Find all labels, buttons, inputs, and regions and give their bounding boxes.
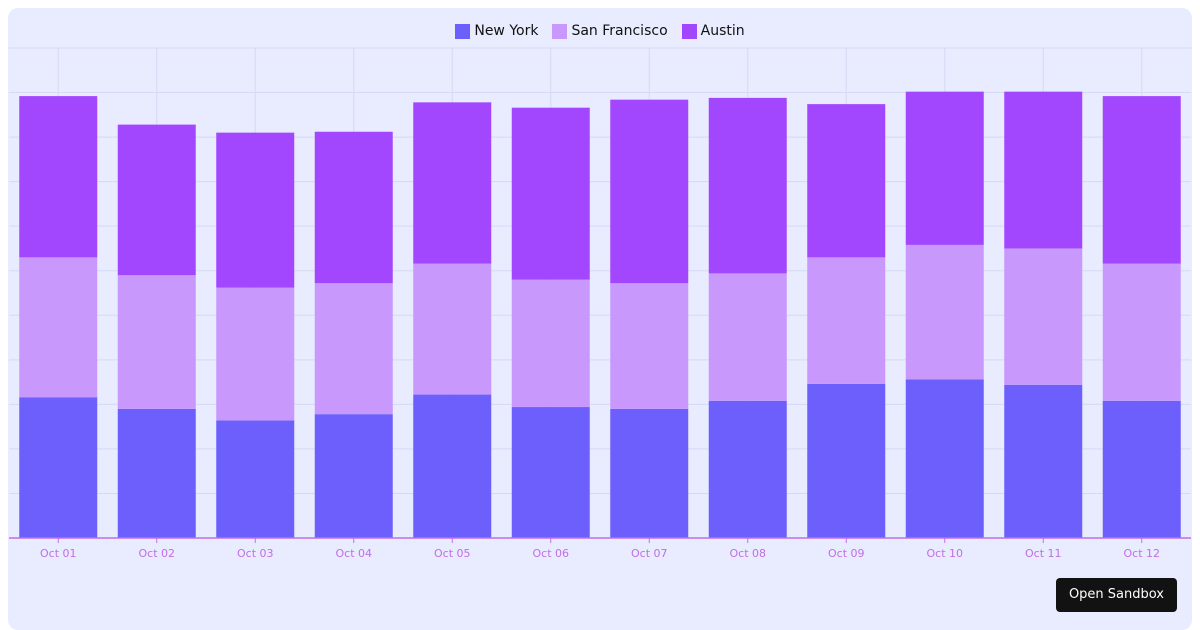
x-tick-label: Oct 04: [335, 547, 372, 560]
bar-austin-11: [1004, 91, 1083, 249]
bar-new-york-7: [610, 408, 689, 538]
open-sandbox-button[interactable]: Open Sandbox: [1055, 578, 1177, 612]
bar-new-york-6: [511, 407, 590, 538]
bar-austin-8: [708, 97, 787, 274]
bar-austin-3: [216, 132, 295, 288]
bar-san-francisco-1: [19, 257, 98, 398]
bar-austin-1: [19, 96, 98, 258]
legend-swatch-new-york: [455, 23, 471, 39]
legend-label: New York: [474, 23, 539, 39]
x-tick-label: Oct 11: [1025, 547, 1062, 560]
bar-austin-5: [413, 102, 492, 264]
bar-austin-7: [610, 99, 689, 284]
chart-panel: [8, 8, 1192, 630]
bar-san-francisco-9: [807, 257, 886, 384]
bar-san-francisco-8: [708, 273, 787, 401]
bar-san-francisco-5: [413, 263, 492, 395]
legend-label: Austin: [700, 23, 745, 39]
bar-san-francisco-2: [117, 275, 196, 409]
bar-austin-2: [117, 124, 196, 276]
x-tick-label: Oct 02: [138, 547, 175, 560]
bar-austin-9: [807, 104, 886, 258]
bar-san-francisco-10: [905, 244, 984, 380]
bar-new-york-8: [708, 400, 787, 538]
x-tick-label: Oct 10: [926, 547, 963, 560]
bar-austin-6: [511, 107, 590, 280]
bar-san-francisco-12: [1102, 263, 1181, 401]
legend-label: San Francisco: [571, 23, 668, 39]
x-tick-label: Oct 01: [40, 547, 77, 560]
bar-san-francisco-3: [216, 287, 295, 421]
x-tick-label: Oct 06: [532, 547, 569, 560]
bar-san-francisco-7: [610, 283, 689, 409]
x-tick-label: Oct 07: [631, 547, 668, 560]
bar-new-york-12: [1102, 400, 1181, 538]
bar-new-york-5: [413, 394, 492, 538]
x-tick-label: Oct 12: [1123, 547, 1160, 560]
legend-item-new-york[interactable]: New York: [455, 23, 538, 39]
bar-new-york-9: [807, 383, 886, 538]
bar-new-york-3: [216, 420, 295, 538]
bar-new-york-2: [117, 408, 196, 538]
bar-new-york-11: [1004, 384, 1083, 538]
x-tick-label: Oct 05: [434, 547, 471, 560]
bar-san-francisco-4: [314, 283, 393, 415]
legend-swatch-san-francisco: [552, 23, 568, 39]
bar-san-francisco-6: [511, 279, 590, 408]
x-tick-label: Oct 03: [237, 547, 274, 560]
bar-new-york-4: [314, 414, 393, 538]
legend-item-san-francisco[interactable]: San Francisco: [552, 23, 668, 39]
bar-san-francisco-11: [1004, 248, 1083, 385]
legend: New York San Francisco Austin: [0, 23, 1200, 39]
x-tick-label: Oct 09: [828, 547, 865, 560]
bar-austin-10: [905, 91, 984, 245]
legend-item-austin[interactable]: Austin: [681, 23, 745, 39]
legend-swatch-austin: [681, 23, 697, 39]
bar-new-york-1: [19, 397, 98, 538]
bar-austin-12: [1102, 96, 1181, 264]
x-tick-label: Oct 08: [729, 547, 766, 560]
bar-austin-4: [314, 131, 393, 284]
bar-new-york-10: [905, 379, 984, 538]
